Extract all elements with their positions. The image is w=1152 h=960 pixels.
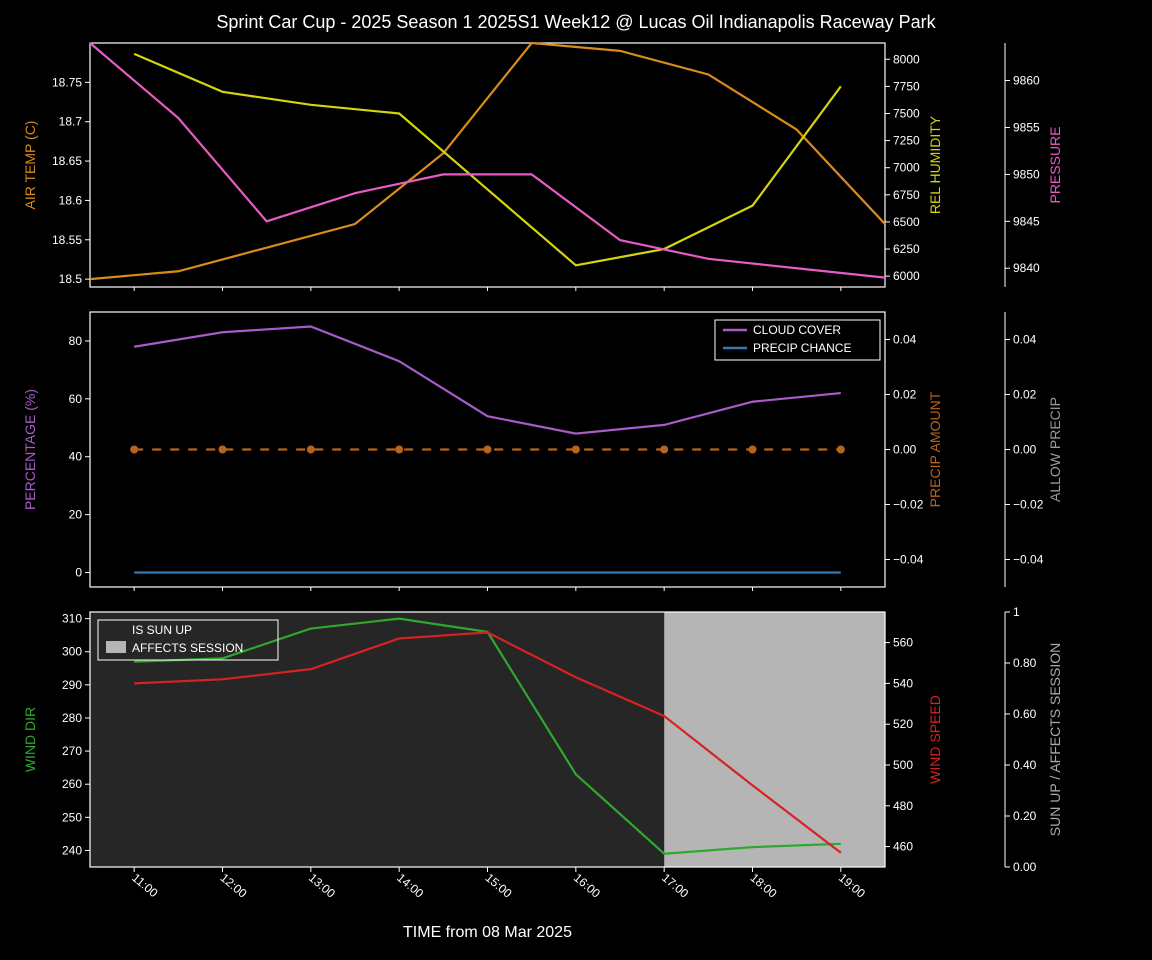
svg-text:520: 520 [893,717,913,731]
svg-text:0.00: 0.00 [893,443,917,457]
svg-text:PRECIP CHANCE: PRECIP CHANCE [753,341,851,355]
svg-text:REL HUMIDITY: REL HUMIDITY [927,115,943,214]
svg-text:6000: 6000 [893,269,920,283]
svg-text:AIR TEMP (C): AIR TEMP (C) [22,121,38,210]
svg-text:SUN UP / AFFECTS SESSION: SUN UP / AFFECTS SESSION [1047,643,1063,836]
svg-text:7000: 7000 [893,161,920,175]
svg-text:480: 480 [893,799,913,813]
svg-text:18.6: 18.6 [59,193,83,207]
svg-text:9850: 9850 [1013,167,1040,181]
svg-text:7500: 7500 [893,106,920,120]
svg-text:−0.02: −0.02 [1013,498,1044,512]
svg-text:540: 540 [893,676,913,690]
x-axis-label: TIME from 08 Mar 2025 [403,924,572,941]
svg-text:250: 250 [62,810,82,824]
svg-text:0.04: 0.04 [893,333,917,347]
svg-text:6750: 6750 [893,188,920,202]
svg-text:CLOUD COVER: CLOUD COVER [753,323,841,337]
svg-text:18.75: 18.75 [52,75,82,89]
weather-chart: Sprint Car Cup - 2025 Season 1 2025S1 We… [0,0,1152,960]
svg-text:0.40: 0.40 [1013,758,1037,772]
svg-text:18.55: 18.55 [52,233,82,247]
svg-text:WIND DIR: WIND DIR [22,707,38,772]
svg-text:0.00: 0.00 [1013,443,1037,457]
svg-text:9845: 9845 [1013,214,1040,228]
svg-text:560: 560 [893,636,913,650]
svg-text:0.00: 0.00 [1013,860,1037,874]
svg-text:9840: 9840 [1013,261,1040,275]
svg-text:18.5: 18.5 [59,272,83,286]
svg-text:0.20: 0.20 [1013,809,1037,823]
svg-text:PRECIP AMOUNT: PRECIP AMOUNT [927,391,943,507]
svg-text:9860: 9860 [1013,74,1040,88]
svg-text:−0.04: −0.04 [893,553,924,567]
svg-text:18.7: 18.7 [59,115,83,129]
svg-text:0.60: 0.60 [1013,707,1037,721]
svg-text:WIND SPEED: WIND SPEED [927,695,943,784]
svg-text:290: 290 [62,678,82,692]
svg-text:500: 500 [893,758,913,772]
svg-text:0.04: 0.04 [1013,333,1037,347]
svg-text:AFFECTS SESSION: AFFECTS SESSION [132,641,243,655]
svg-text:460: 460 [893,840,913,854]
svg-text:18.65: 18.65 [52,154,82,168]
svg-text:9855: 9855 [1013,120,1040,134]
svg-text:260: 260 [62,777,82,791]
svg-text:6250: 6250 [893,242,920,256]
svg-text:PRESSURE: PRESSURE [1047,126,1063,203]
svg-text:PERCENTAGE (%): PERCENTAGE (%) [22,389,38,510]
svg-text:7750: 7750 [893,79,920,93]
svg-text:0.80: 0.80 [1013,656,1037,670]
svg-text:20: 20 [69,508,83,522]
svg-text:−0.04: −0.04 [1013,553,1044,567]
svg-text:8000: 8000 [893,52,920,66]
svg-text:0.02: 0.02 [1013,388,1037,402]
svg-text:240: 240 [62,843,82,857]
svg-text:270: 270 [62,744,82,758]
svg-text:310: 310 [62,612,82,626]
svg-text:6500: 6500 [893,215,920,229]
svg-text:80: 80 [69,334,83,348]
svg-text:ALLOW PRECIP: ALLOW PRECIP [1047,397,1063,502]
svg-text:−0.02: −0.02 [893,498,924,512]
svg-text:IS SUN UP: IS SUN UP [132,623,192,637]
svg-text:300: 300 [62,645,82,659]
svg-text:60: 60 [69,392,83,406]
svg-text:40: 40 [69,450,83,464]
svg-text:0.02: 0.02 [893,388,917,402]
svg-text:0: 0 [75,566,82,580]
chart-title: Sprint Car Cup - 2025 Season 1 2025S1 We… [216,12,936,32]
svg-text:1: 1 [1013,605,1020,619]
svg-text:280: 280 [62,711,82,725]
svg-text:7250: 7250 [893,134,920,148]
